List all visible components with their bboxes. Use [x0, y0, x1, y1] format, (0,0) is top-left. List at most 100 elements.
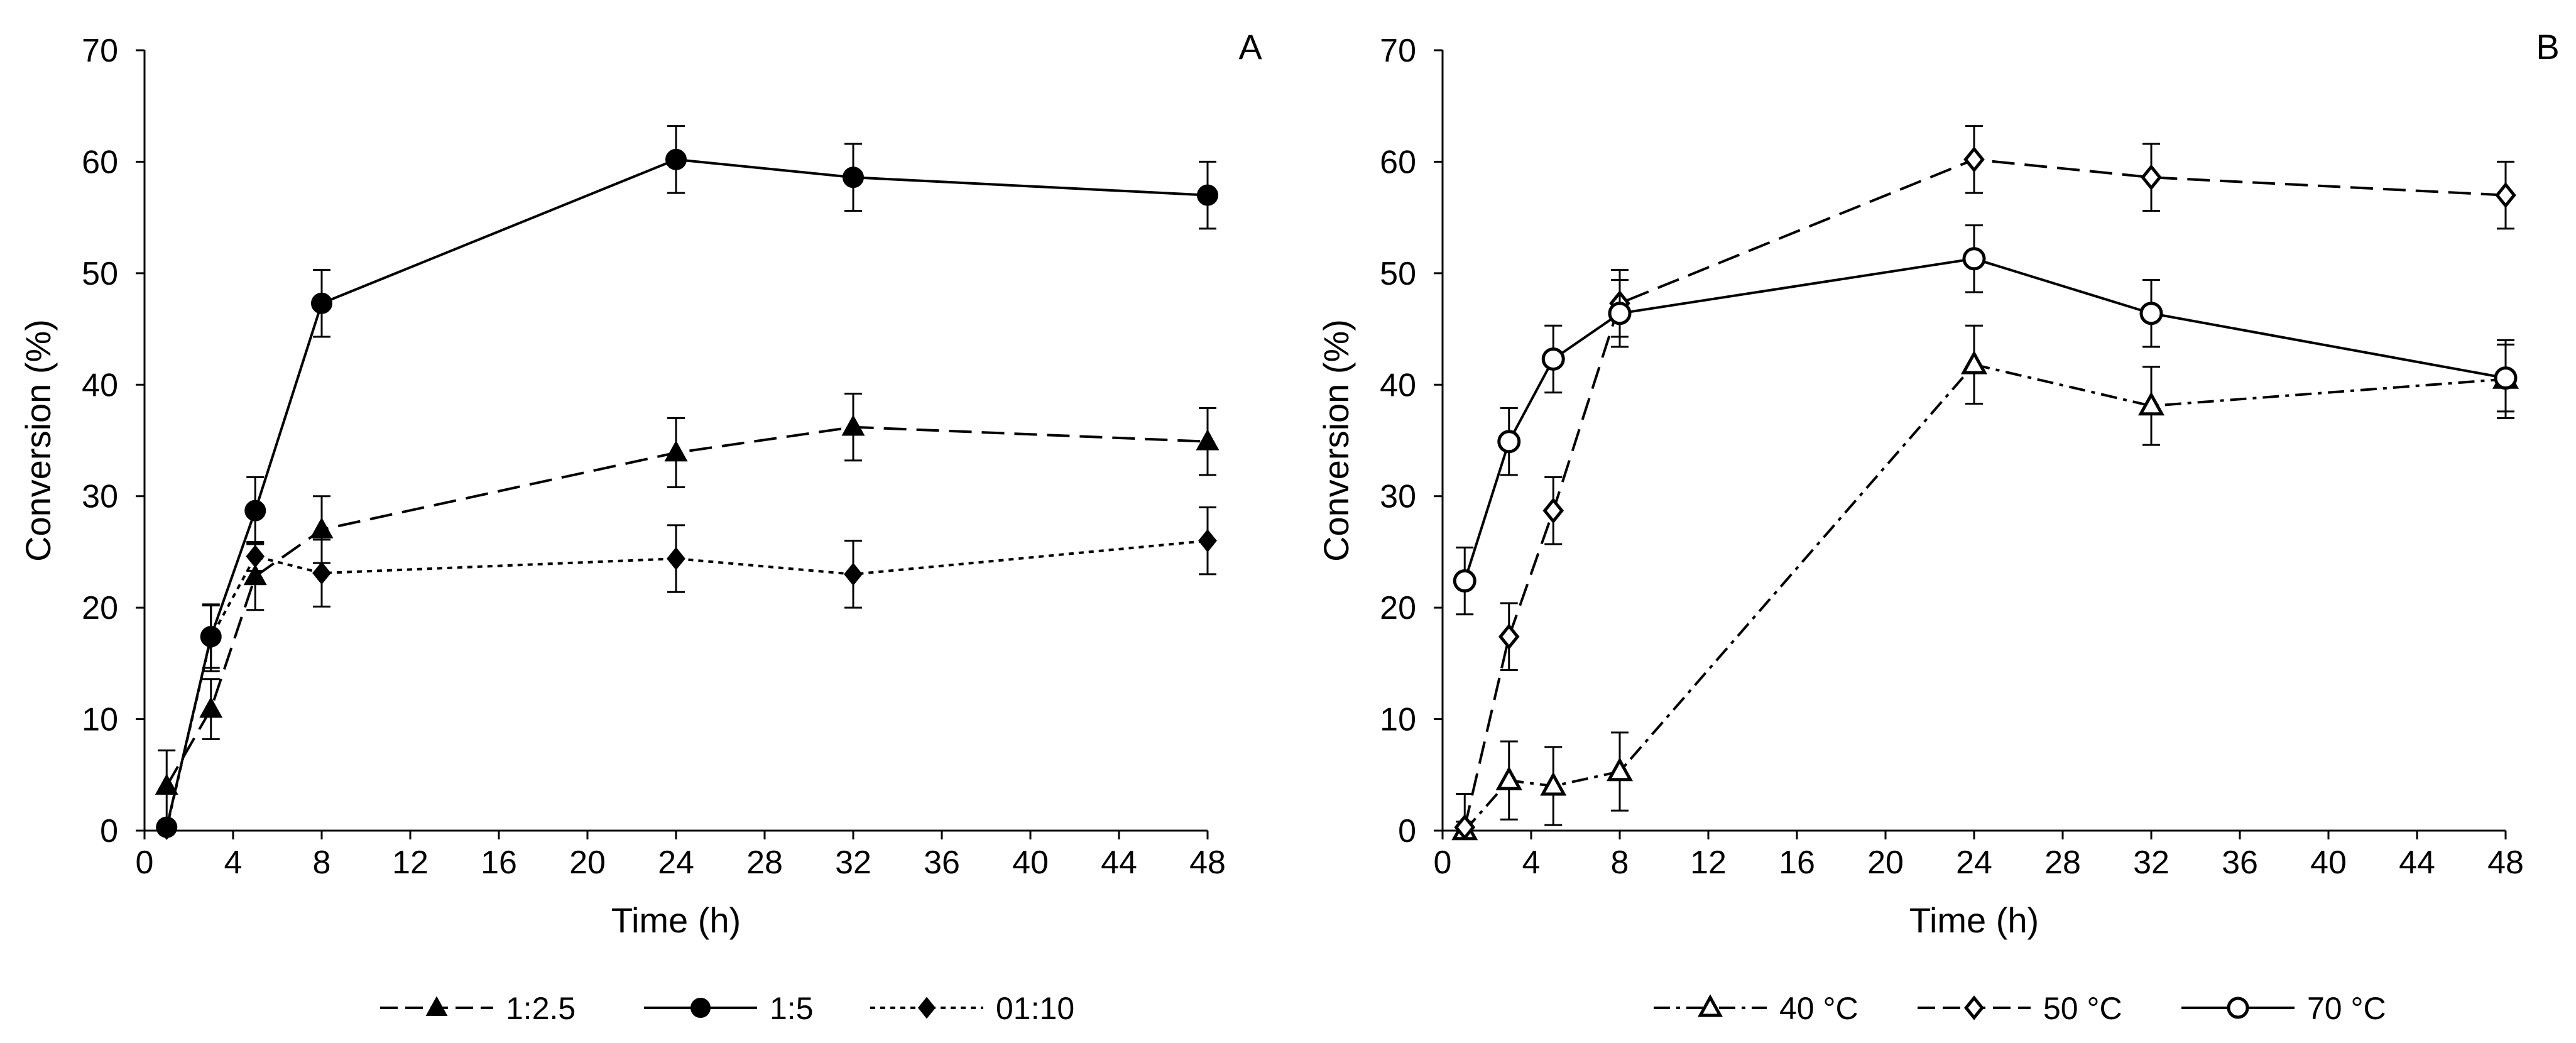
series-line	[165, 539, 1208, 829]
x-tick-label: 16	[481, 844, 517, 881]
x-tick-label: 28	[2044, 844, 2081, 881]
data-point	[1540, 772, 1567, 796]
x-tick-label: 48	[2487, 844, 2524, 881]
data-point	[312, 561, 331, 585]
x-tick-label: 16	[1779, 844, 1815, 881]
data-point	[665, 148, 687, 170]
data-point	[1495, 766, 1522, 790]
data-point	[310, 517, 334, 538]
x-tick-label: 32	[835, 844, 871, 881]
y-tick-label: 20	[82, 590, 118, 626]
data-point	[843, 167, 864, 188]
y-tick-label: 60	[1380, 144, 1416, 180]
data-point	[2141, 164, 2162, 191]
data-point	[1542, 498, 1564, 524]
data-point	[157, 817, 177, 840]
legend: 40 °C 50 °C 70 °C	[1654, 991, 2386, 1026]
data-point	[1960, 350, 1988, 374]
series-70 °C	[1453, 224, 2518, 616]
legend-marker	[1698, 994, 1723, 1017]
data-point	[2494, 366, 2518, 390]
legend: 1:2.5 1:5 01:10	[380, 991, 1074, 1026]
x-tick-label: 4	[224, 844, 243, 881]
legend-label: 70 °C	[2307, 991, 2386, 1026]
x-tick-label: 8	[1611, 844, 1629, 881]
data-point	[1196, 429, 1220, 451]
data-point	[664, 440, 688, 462]
x-tick-label: 48	[1189, 844, 1226, 881]
data-point	[155, 773, 178, 795]
y-tick-label: 70	[1380, 33, 1416, 69]
data-point	[1197, 184, 1218, 206]
data-point	[1963, 146, 1985, 173]
series-1:2.5	[155, 392, 1220, 823]
panel-label: A	[1238, 27, 1262, 67]
legend-marker	[425, 996, 448, 1016]
series-50 °C	[1454, 125, 2516, 841]
x-tick-label: 44	[2399, 844, 2435, 881]
y-tick-label: 10	[1380, 702, 1416, 738]
data-point	[2139, 302, 2163, 325]
x-tick-label: 32	[2133, 844, 2169, 881]
data-point	[1454, 814, 1476, 841]
data-point	[1608, 302, 1632, 325]
legend-label: 50 °C	[2043, 991, 2122, 1026]
data-point	[1498, 623, 1520, 650]
y-tick-label: 30	[82, 479, 118, 515]
y-axis-label: Conversion (%)	[18, 319, 58, 562]
y-tick-label: 40	[1380, 367, 1416, 403]
data-point	[1497, 430, 1521, 454]
legend-label: 1:2.5	[506, 991, 576, 1026]
legend-marker	[2227, 997, 2249, 1019]
y-tick-label: 70	[82, 33, 118, 69]
data-point	[243, 564, 267, 586]
x-tick-label: 12	[392, 844, 428, 881]
legend-label: 1:5	[770, 991, 814, 1026]
x-tick-label: 24	[1956, 844, 1992, 881]
data-point	[1606, 757, 1634, 782]
data-point	[1453, 569, 1476, 593]
series-01:10	[157, 506, 1217, 840]
y-tick-label: 10	[82, 702, 118, 738]
data-point	[2495, 182, 2516, 209]
y-tick-label: 40	[82, 367, 118, 403]
series-40 °C	[1451, 324, 2519, 841]
data-point	[1198, 529, 1217, 553]
y-tick-label: 0	[1398, 813, 1416, 849]
data-point	[1541, 347, 1565, 371]
data-point	[1962, 247, 1986, 271]
legend-marker	[690, 998, 711, 1018]
data-point	[311, 292, 332, 314]
legend-marker	[1964, 995, 1984, 1020]
data-point	[246, 545, 265, 568]
y-tick-label: 50	[82, 256, 118, 292]
x-tick-label: 40	[1012, 844, 1049, 881]
data-point	[844, 562, 863, 586]
x-axis-label: Time (h)	[1909, 900, 2039, 940]
legend-label: 40 °C	[1779, 991, 1858, 1026]
x-tick-label: 36	[2222, 844, 2258, 881]
data-point	[2137, 391, 2165, 416]
x-tick-label: 12	[1690, 844, 1727, 881]
panel-label: B	[2536, 27, 2559, 67]
legend-label: 01:10	[996, 991, 1074, 1026]
data-point	[201, 626, 221, 650]
x-tick-label: 0	[1434, 844, 1452, 881]
x-tick-label: 4	[1522, 844, 1541, 881]
y-tick-label: 30	[1380, 479, 1416, 515]
legend-marker	[917, 997, 936, 1019]
y-axis-label: Conversion (%)	[1316, 319, 1356, 562]
x-tick-label: 36	[924, 844, 960, 881]
data-point	[199, 696, 223, 718]
x-tick-label: 28	[746, 844, 783, 881]
series-1:5	[156, 125, 1218, 838]
x-tick-label: 44	[1101, 844, 1137, 881]
x-tick-label: 20	[569, 844, 606, 881]
data-point	[667, 547, 685, 571]
y-tick-label: 50	[1380, 256, 1416, 292]
x-tick-label: 24	[658, 844, 694, 881]
x-tick-label: 20	[1867, 844, 1904, 881]
y-tick-label: 60	[82, 144, 118, 180]
